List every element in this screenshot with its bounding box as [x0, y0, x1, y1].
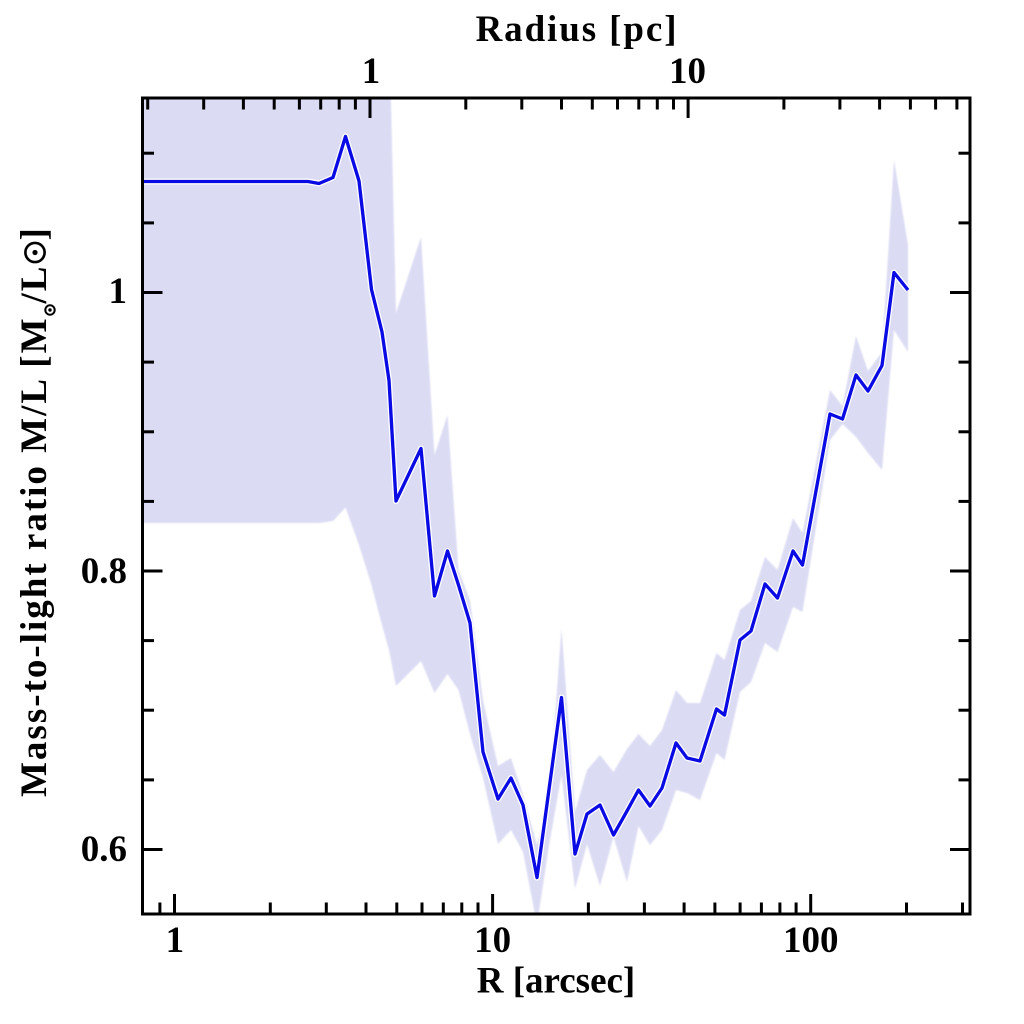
svg-text:10: 10 — [669, 51, 706, 92]
svg-text:1: 1 — [109, 271, 128, 312]
svg-text:/L: /L — [14, 265, 55, 305]
svg-text:1: 1 — [362, 51, 381, 92]
svg-text:]: ] — [14, 228, 55, 240]
svg-text:Radius [pc]: Radius [pc] — [476, 9, 679, 50]
svg-text:0.8: 0.8 — [81, 551, 127, 592]
svg-text:R [arcsec]: R [arcsec] — [477, 961, 636, 1002]
svg-text:1: 1 — [166, 920, 185, 961]
svg-text:0.6: 0.6 — [81, 829, 127, 870]
svg-text:Mass-to-light ratio M/L [M: Mass-to-light ratio M/L [M — [14, 317, 55, 798]
svg-text:10: 10 — [474, 920, 511, 961]
svg-text:100: 100 — [783, 920, 839, 961]
